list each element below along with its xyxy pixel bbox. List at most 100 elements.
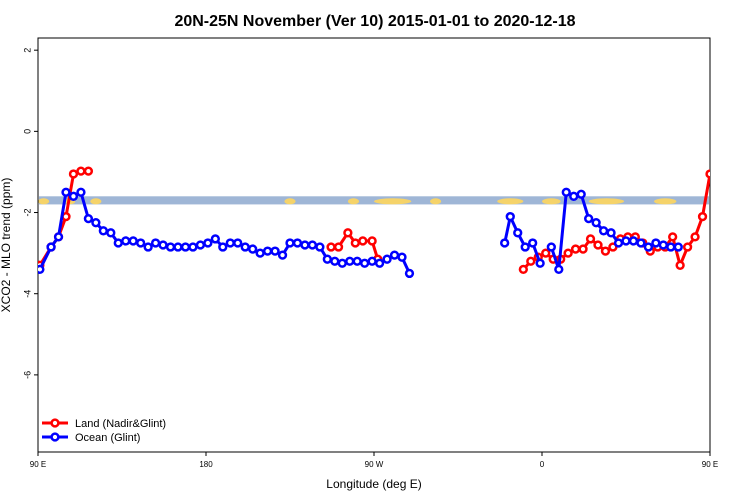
data-point [292, 238, 303, 248]
y-axis: 2 0 -2 -4 -6 [22, 48, 38, 379]
data-point [248, 244, 258, 254]
data-point [326, 242, 336, 252]
data-point [203, 238, 213, 248]
data-point [578, 244, 588, 254]
x-tick-label: 180 [199, 460, 213, 469]
x-tick-label: 0 [540, 460, 545, 469]
data-point [541, 248, 551, 258]
data-point [528, 238, 538, 248]
data-point [690, 232, 700, 242]
data-point [195, 240, 206, 250]
data-point [345, 256, 355, 266]
data-point [350, 238, 360, 248]
data-point [697, 211, 708, 222]
data-point [38, 264, 45, 275]
x-axis-label: Longitude (deg E) [326, 477, 421, 491]
x-tick-label: 90 E [702, 460, 718, 469]
data-point [83, 166, 94, 176]
x-tick-label: 90 W [365, 460, 384, 469]
data-point [382, 254, 392, 264]
chart-title: 20N-25N November (Ver 10) 2015-01-01 to … [174, 13, 575, 30]
data-point [535, 258, 545, 268]
data-point [593, 240, 603, 250]
legend-marker [50, 418, 60, 428]
data-point [563, 248, 573, 258]
data-point [360, 258, 370, 268]
data-point [68, 169, 79, 179]
data-point [600, 246, 611, 256]
data-point [307, 240, 318, 250]
map-band-land [588, 198, 625, 205]
data-point [397, 252, 407, 262]
data-point [225, 238, 235, 248]
data-point [513, 228, 523, 238]
data-point [337, 258, 347, 268]
y-axis-label: XCO2 - MLO trend (ppm) [0, 178, 13, 313]
y-tick-label: -2 [22, 209, 32, 217]
data-point [285, 238, 295, 248]
map-band [38, 196, 709, 205]
data-point [343, 228, 353, 238]
x-axis: 90 E 180 90 W 0 90 E [30, 452, 718, 469]
series-layer [38, 166, 721, 279]
map-band-land [374, 198, 412, 205]
data-point [61, 187, 71, 197]
data-point [546, 242, 556, 252]
data-point [389, 250, 400, 260]
data-point [526, 256, 536, 266]
data-point [584, 213, 594, 224]
map-band-land [347, 198, 360, 205]
data-point [591, 218, 601, 228]
series-land [38, 166, 721, 275]
data-point [554, 264, 564, 275]
data-point [91, 218, 101, 228]
data-point [651, 238, 661, 248]
map-band-land [497, 198, 524, 205]
data-point [322, 254, 332, 264]
map-band-land [284, 198, 296, 205]
data-point [315, 242, 325, 252]
data-point [143, 242, 153, 252]
data-point [173, 242, 183, 252]
data-point [358, 236, 368, 246]
y-tick-label: -4 [22, 290, 32, 298]
data-point [46, 242, 56, 252]
data-point [68, 191, 79, 201]
data-point [606, 228, 616, 238]
data-point [561, 187, 571, 197]
data-point [374, 258, 385, 268]
data-point [106, 228, 116, 238]
data-point [500, 238, 510, 248]
data-point [598, 226, 609, 236]
data-point [682, 242, 693, 252]
data-point [643, 242, 654, 252]
data-point [262, 246, 273, 256]
data-point [714, 168, 721, 175]
data-point [188, 242, 198, 252]
y-tick-label: 2 [22, 48, 32, 53]
data-point [518, 264, 528, 275]
data-point [210, 234, 220, 244]
y-tick-label: 0 [22, 129, 32, 134]
data-point [668, 232, 678, 242]
series-ocean [38, 187, 683, 279]
legend-label: Land (Nadir&Glint) [75, 418, 166, 430]
data-point [673, 242, 683, 252]
data-point [333, 242, 344, 252]
data-point [520, 242, 530, 252]
data-point [76, 166, 86, 176]
data-point [505, 211, 515, 222]
data-point [165, 242, 176, 252]
data-point [270, 246, 280, 256]
data-point [83, 213, 94, 224]
data-point [76, 187, 86, 197]
map-band-land [430, 198, 442, 205]
data-point [636, 238, 646, 248]
data-point [277, 250, 288, 260]
data-point [658, 240, 668, 250]
x-tick-label: 90 E [30, 460, 46, 469]
map-band-land [90, 198, 102, 205]
data-point [128, 236, 138, 246]
legend-label: Ocean (Glint) [75, 432, 140, 444]
